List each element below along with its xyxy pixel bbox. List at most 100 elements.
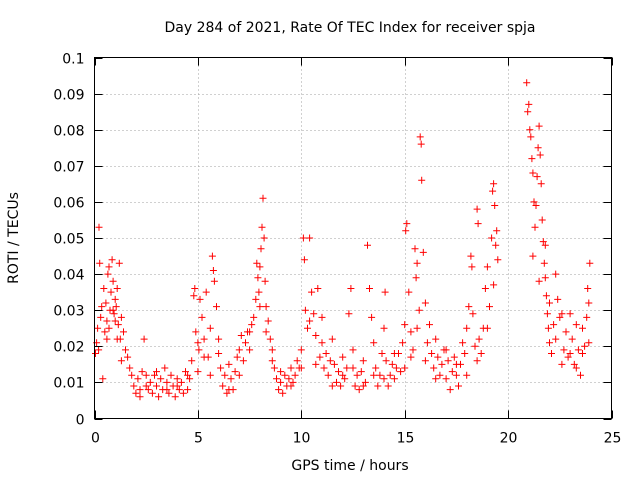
data-point <box>584 285 592 292</box>
data-point <box>268 346 276 354</box>
data-point <box>184 386 192 394</box>
y-tick-label: 0.02 <box>53 340 84 356</box>
data-point <box>261 277 269 285</box>
data-point <box>101 328 109 336</box>
data-point <box>235 346 243 354</box>
data-point <box>432 375 440 383</box>
data-point <box>534 144 542 152</box>
data-point <box>366 285 373 292</box>
data-point <box>416 133 424 141</box>
data-point <box>291 371 299 379</box>
data-point <box>227 375 235 383</box>
data-point <box>489 187 497 195</box>
data-point <box>173 375 181 383</box>
data-point <box>328 382 336 390</box>
data-point <box>474 220 482 228</box>
data-point <box>402 227 410 235</box>
data-point <box>237 332 245 339</box>
data-point <box>401 364 409 372</box>
data-point <box>300 256 308 264</box>
data-point <box>370 371 378 379</box>
data-point <box>370 339 378 347</box>
data-point <box>550 321 558 329</box>
data-point <box>324 371 332 379</box>
data-point <box>529 252 537 260</box>
data-point <box>438 360 446 368</box>
data-point <box>558 310 566 318</box>
data-point <box>96 259 104 267</box>
data-point <box>523 79 531 87</box>
data-point <box>533 173 541 181</box>
data-point <box>277 368 285 376</box>
data-point <box>407 328 415 336</box>
data-point <box>349 364 357 372</box>
data-point <box>217 364 225 372</box>
data-point <box>535 277 543 285</box>
data-point <box>161 364 169 372</box>
data-point <box>254 274 262 282</box>
data-point <box>310 310 318 318</box>
data-point <box>546 299 553 307</box>
data-point <box>328 335 336 343</box>
data-point <box>213 303 220 311</box>
data-point <box>312 360 320 368</box>
data-point <box>200 335 208 343</box>
y-tick-label: 0.04 <box>53 268 84 284</box>
data-point <box>572 364 580 372</box>
data-point <box>233 353 241 361</box>
data-point <box>524 108 532 116</box>
data-point <box>564 353 572 361</box>
data-point <box>188 357 196 365</box>
data-point <box>215 350 223 357</box>
data-point <box>380 324 388 332</box>
data-point <box>318 339 326 347</box>
data-point <box>388 360 396 368</box>
data-point <box>301 306 309 314</box>
data-point <box>528 155 536 163</box>
data-point <box>320 364 328 372</box>
data-point <box>110 310 118 318</box>
data-point <box>255 288 263 296</box>
data-point <box>468 263 476 271</box>
data-point <box>314 285 322 292</box>
data-point <box>376 371 384 379</box>
data-point <box>531 223 539 231</box>
data-point <box>184 371 192 379</box>
data-point <box>163 386 171 394</box>
data-point <box>413 259 421 267</box>
data-point <box>113 285 121 292</box>
data-point <box>140 335 148 343</box>
data-point <box>120 328 127 336</box>
data-point <box>579 350 586 357</box>
data-point <box>542 292 550 300</box>
data-point <box>209 267 217 274</box>
data-point <box>586 259 594 267</box>
data-point <box>103 317 111 325</box>
data-point <box>219 382 227 390</box>
data-point <box>105 324 113 332</box>
data-point <box>585 299 593 307</box>
data-point <box>297 364 305 372</box>
data-point <box>339 371 347 379</box>
data-point <box>540 259 548 267</box>
data-point <box>142 382 150 390</box>
data-point <box>225 386 233 394</box>
data-point <box>146 378 154 386</box>
data-point <box>257 245 265 253</box>
data-point <box>399 339 407 347</box>
data-point <box>405 288 413 296</box>
x-tick-label: 15 <box>397 431 415 447</box>
data-point <box>191 285 199 292</box>
data-point <box>252 295 260 303</box>
data-point <box>210 277 218 285</box>
data-point <box>111 317 119 325</box>
data-point <box>322 350 330 357</box>
y-tick-label: 0.07 <box>53 160 84 176</box>
data-point <box>541 274 549 282</box>
data-point <box>446 386 454 394</box>
data-point <box>473 357 481 365</box>
data-point <box>246 346 254 354</box>
data-point <box>526 126 534 134</box>
data-point <box>430 364 438 372</box>
